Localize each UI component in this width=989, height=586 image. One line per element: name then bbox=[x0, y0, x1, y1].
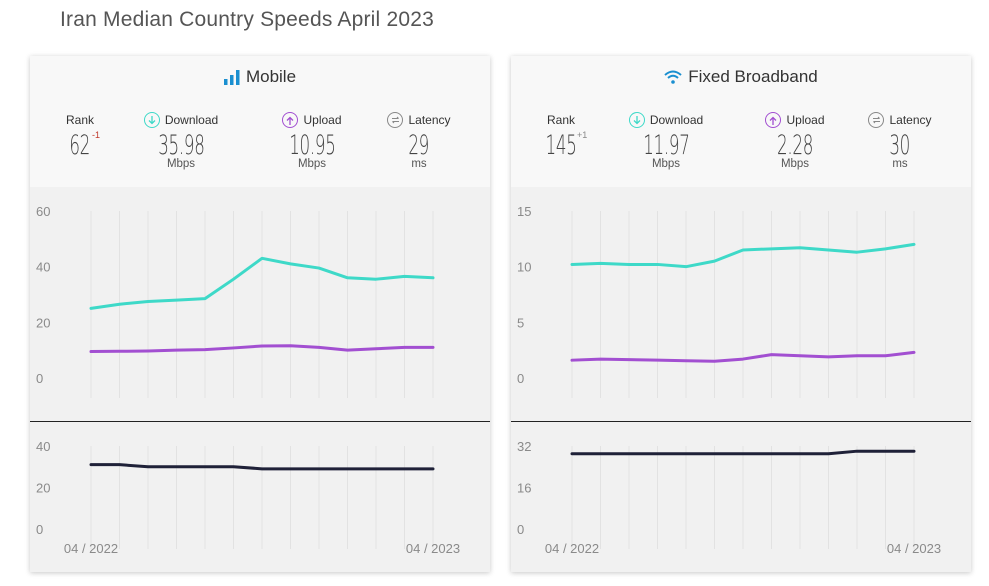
mobile-download: Download 35.98 Mbps bbox=[126, 111, 236, 170]
download-label: Download bbox=[164, 113, 219, 127]
y-tick-label: 5 bbox=[517, 315, 524, 330]
upload-icon bbox=[765, 112, 782, 128]
mobile-latency: Latency 29 ms bbox=[364, 111, 474, 170]
fixed-speed-chart: 0 5 10 15 bbox=[517, 204, 916, 398]
rank-label: Rank bbox=[546, 113, 575, 127]
fixed-latency: Latency 30 ms bbox=[845, 111, 955, 170]
rank-change: -1 bbox=[92, 130, 101, 140]
x-tick-label-end: 04 / 2023 bbox=[887, 541, 941, 556]
wifi-icon bbox=[664, 70, 682, 84]
download-icon bbox=[143, 112, 160, 128]
upload-label: Upload bbox=[786, 113, 825, 127]
upload-value: 2.28 bbox=[776, 130, 814, 161]
y-tick-label: 32 bbox=[517, 439, 531, 454]
latency-icon bbox=[387, 112, 404, 128]
y-tick-label: 20 bbox=[36, 315, 50, 330]
download-unit: Mbps bbox=[651, 158, 681, 170]
download-value: 35.98 bbox=[157, 130, 205, 161]
chart-divider bbox=[511, 421, 971, 422]
download-line bbox=[89, 256, 435, 310]
fixed-upload: Upload 2.28 Mbps bbox=[740, 111, 850, 170]
mobile-title-text: Mobile bbox=[245, 67, 297, 86]
latency-unit: ms bbox=[892, 158, 908, 170]
x-tick-label-start: 04 / 2022 bbox=[64, 541, 118, 556]
latency-value: 29 bbox=[408, 130, 430, 161]
download-icon bbox=[628, 112, 645, 128]
upload-unit: Mbps bbox=[780, 158, 810, 170]
rank-label: Rank bbox=[65, 113, 94, 127]
chart-divider bbox=[30, 421, 490, 422]
rank-change: +1 bbox=[577, 130, 588, 140]
latency-label: Latency bbox=[889, 113, 932, 127]
y-tick-label: 16 bbox=[517, 481, 531, 496]
download-label: Download bbox=[649, 113, 704, 127]
mobile-panel: Mobile Rank 62 -1 Download 35.98 Mbps Up… bbox=[30, 56, 490, 572]
download-line bbox=[570, 242, 916, 269]
upload-unit: Mbps bbox=[297, 158, 327, 170]
latency-icon bbox=[868, 112, 885, 128]
mobile-rank: Rank 62 -1 bbox=[25, 111, 135, 161]
y-tick-label: 20 bbox=[36, 481, 50, 496]
fixed-download: Download 11.97 Mbps bbox=[611, 111, 721, 170]
fixed-rank: Rank 145 +1 bbox=[506, 111, 616, 161]
download-unit: Mbps bbox=[166, 158, 196, 170]
latency-line bbox=[89, 463, 435, 471]
fixed-panel: Fixed Broadband Rank 145 +1 Download 11.… bbox=[511, 56, 971, 572]
y-tick-label: 40 bbox=[36, 439, 50, 454]
fixed-header: Fixed Broadband Rank 145 +1 Download 11.… bbox=[511, 56, 971, 187]
y-tick-label: 0 bbox=[36, 371, 43, 386]
upload-icon bbox=[282, 112, 299, 128]
rank-value: 145 bbox=[545, 130, 577, 161]
y-tick-label: 0 bbox=[517, 522, 524, 537]
y-tick-label: 0 bbox=[36, 522, 43, 537]
y-tick-label: 15 bbox=[517, 204, 531, 219]
mobile-upload: Upload 10.95 Mbps bbox=[257, 111, 367, 170]
upload-line bbox=[570, 350, 916, 363]
latency-line bbox=[570, 449, 916, 456]
upload-value: 10.95 bbox=[288, 130, 336, 161]
latency-unit: ms bbox=[411, 158, 427, 170]
signal-bars-icon bbox=[223, 69, 240, 85]
mobile-title: Mobile bbox=[30, 67, 490, 87]
fixed-latency-chart: 0 16 32 04 / 2022 04 / 2023 bbox=[517, 439, 941, 556]
latency-label: Latency bbox=[408, 113, 451, 127]
y-tick-label: 60 bbox=[36, 204, 50, 219]
latency-value: 30 bbox=[889, 130, 911, 161]
upload-label: Upload bbox=[303, 113, 342, 127]
fixed-title: Fixed Broadband bbox=[511, 67, 971, 87]
rank-value: 62 bbox=[69, 130, 91, 161]
mobile-speed-chart: 0 20 40 60 bbox=[36, 204, 435, 398]
fixed-title-text: Fixed Broadband bbox=[688, 67, 818, 86]
page-title: Iran Median Country Speeds April 2023 bbox=[60, 8, 434, 31]
x-tick-label-start: 04 / 2022 bbox=[545, 541, 599, 556]
upload-line bbox=[89, 344, 435, 354]
y-tick-label: 40 bbox=[36, 260, 50, 275]
download-value: 11.97 bbox=[642, 130, 690, 161]
x-tick-label-end: 04 / 2023 bbox=[406, 541, 460, 556]
mobile-header: Mobile Rank 62 -1 Download 35.98 Mbps Up… bbox=[30, 56, 490, 187]
y-tick-label: 0 bbox=[517, 371, 524, 386]
mobile-latency-chart: 0 20 40 04 / 2022 04 / 2023 bbox=[36, 439, 460, 556]
y-tick-label: 10 bbox=[517, 260, 531, 275]
